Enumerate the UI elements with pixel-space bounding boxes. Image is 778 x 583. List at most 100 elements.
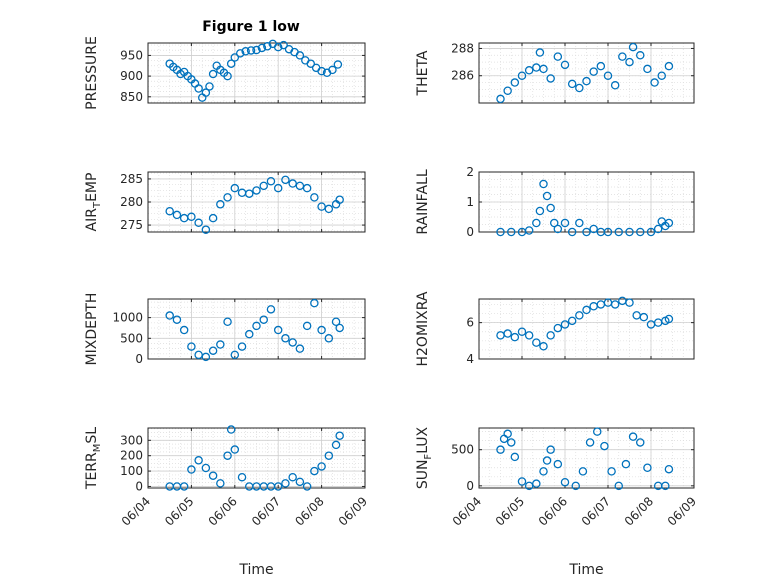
data-point-theta [503,86,512,95]
data-point-air-temp [288,179,297,188]
data-point-pressure [252,45,261,55]
panel-h2omixra: 4 6 H2OMIXRA [415,291,695,367]
data-point-pressure [226,59,236,68]
data-point-pressure [241,47,250,56]
data-point-air-temp [165,206,174,216]
x-tick-label: 06/08 [622,494,656,528]
data-point-mixdepth [237,342,247,351]
data-point-mixdepth [208,346,218,355]
data-point-air-temp [324,204,334,214]
data-point-h2omixra [582,305,591,315]
data-point-sun-flux [553,459,563,469]
data-point-mixdepth [317,325,326,335]
data-point-rainfall [542,191,552,201]
data-point-rainfall [496,227,505,237]
data-point-mixdepth [302,321,312,331]
data-point-air-temp [245,189,254,198]
data-point-terr-msl [310,466,319,476]
data-point-air-temp [194,218,203,228]
data-point-theta [567,79,577,89]
data-point-air-temp [172,210,182,220]
data-point-rainfall [553,224,563,234]
data-point-pressure [295,51,305,60]
data-point-h2omixra [503,329,512,338]
data-point-sun-flux [560,477,570,487]
data-point-h2omixra [625,298,634,307]
data-point-mixdepth [331,317,341,327]
data-point-sun-flux [621,459,631,469]
data-point-mixdepth [187,342,196,351]
y-tick-label: 0 [135,479,143,493]
panel-mixdepth: 0 500 1000 MIXDEPTH [84,293,366,366]
x-axis-label: Time [568,562,603,578]
panel-theta: 286 288 THETA [415,41,695,104]
data-point-rainfall [653,224,663,234]
data-point-air-temp [187,212,196,222]
data-point-sun-flux [578,467,588,476]
data-point-pressure [208,69,218,79]
data-point-air-temp [302,183,312,193]
data-point-sun-flux [614,481,624,491]
y-tick-label: 6 [466,316,474,330]
x-tick-label: 06/09 [336,494,370,528]
data-point-air-temp [230,183,240,193]
data-point-h2omixra [524,331,534,340]
data-point-terr-msl [302,482,312,491]
data-point-rainfall [546,203,555,213]
data-point-terr-msl [201,463,211,473]
data-point-sun-flux [506,438,516,447]
y-tick-label: 0 [466,225,474,239]
data-point-theta [628,42,638,52]
data-point-theta [560,60,570,70]
x-tick-label: 06/04 [450,494,484,528]
y-tick-label: 1000 [112,311,143,325]
y-tick-label: 4 [466,352,474,366]
panel-sun-flux: 0 500 06/04 06/05 06/06 06/07 06/08 06/09 Time SU… [415,426,699,578]
data-point-theta [510,78,520,87]
data-point-rainfall [532,218,541,228]
x-tick-label: 06/07 [249,494,283,528]
y-tick-label: 850 [120,90,143,104]
data-point-mixdepth [310,298,319,308]
y-axis-label-theta: THETA [415,50,431,96]
data-point-rainfall [636,227,645,237]
data-point-terr-msl [187,465,196,474]
data-point-terr-msl [223,451,232,460]
data-point-air-temp [223,193,232,202]
data-point-mixdepth [216,340,225,349]
data-point-sun-flux [628,432,638,441]
data-point-mixdepth [230,350,240,360]
figure-title: Figure 1 low [202,19,300,35]
data-point-terr-msl [288,472,297,482]
data-point-rainfall [550,218,559,228]
data-point-theta [610,81,620,90]
data-point-terr-msl [226,425,236,434]
data-point-rainfall [625,227,634,237]
data-point-pressure [317,66,326,76]
axes-frame-sun-flux [478,427,695,489]
data-point-terr-msl [317,462,326,471]
axes-frame-mixdepth [147,298,366,360]
data-point-h2omixra [639,312,649,322]
data-point-terr-msl [331,440,341,450]
data-point-rainfall [539,179,548,189]
data-point-theta [650,78,659,87]
data-point-air-temp [317,202,326,211]
data-point-terr-msl [295,477,305,487]
data-point-pressure [223,71,232,81]
data-point-rainfall [614,227,624,237]
y-tick-label: 900 [120,69,143,83]
data-point-sun-flux [571,481,581,491]
data-point-theta [636,51,645,60]
data-point-theta [643,64,652,74]
data-point-mixdepth [295,344,305,353]
y-tick-label: 0 [466,479,474,493]
y-tick-label: 500 [451,443,474,457]
data-point-theta [625,57,634,67]
data-point-terr-msl [179,482,189,491]
data-point-pressure [328,65,337,75]
data-point-air-temp [273,183,283,193]
data-point-mixdepth [223,317,232,327]
panel-pressure: 850 900 950 PRESSURE [84,36,366,110]
